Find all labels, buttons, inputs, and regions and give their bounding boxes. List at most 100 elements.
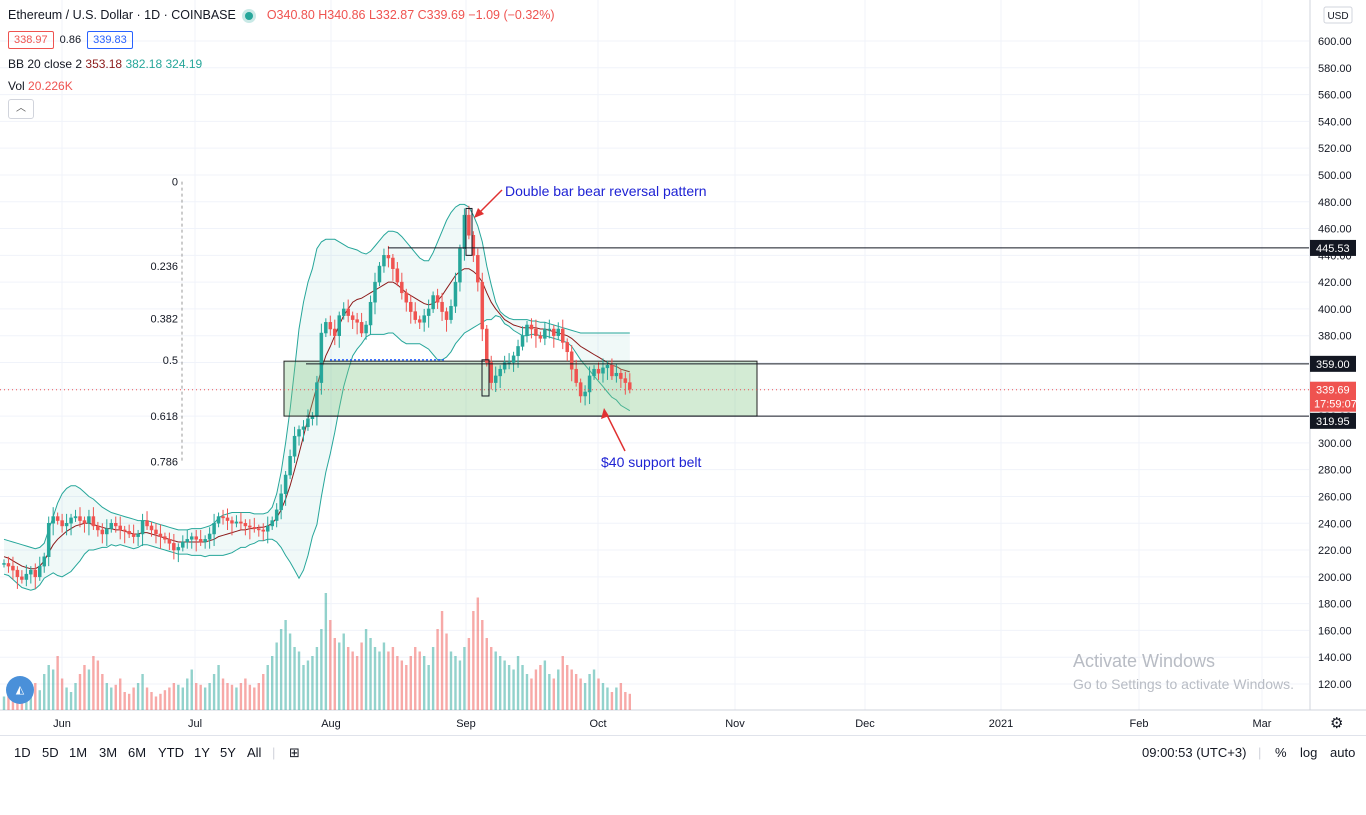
candle-body — [105, 528, 109, 535]
volume-bar — [481, 620, 484, 710]
volume-bar — [574, 674, 578, 710]
candle-body — [55, 516, 60, 521]
volume-bar — [7, 693, 10, 710]
spread-value: 0.86 — [59, 34, 82, 46]
currency-badge — [1323, 6, 1353, 24]
candle-body — [404, 292, 409, 303]
volume-bar — [51, 669, 55, 710]
annotation-arrowhead-reversal — [474, 208, 484, 218]
candle-body — [203, 539, 207, 543]
volume-bar — [257, 683, 260, 710]
bottom-toolbar: 1D 5D 1M 3M 6M YTD 1Y 5Y All | ⊞ 09:00:5… — [0, 735, 1366, 770]
volume-bar — [512, 669, 515, 710]
price-tick-label: 400.00 — [1318, 304, 1352, 316]
price-tick-label: 220.00 — [1318, 545, 1352, 557]
candle-body — [324, 322, 328, 334]
candle-body — [511, 355, 516, 363]
volume-bar — [248, 684, 252, 710]
candle-body — [426, 308, 431, 316]
candle-body — [583, 391, 587, 397]
volume-bar — [123, 692, 126, 710]
candle-body — [516, 346, 520, 357]
candle-body — [15, 569, 20, 578]
price-tick-label: 580.00 — [1318, 63, 1352, 75]
bb-upper-value: 382.18 — [125, 57, 163, 71]
market-status-icon — [245, 11, 254, 20]
watermark-title: Activate Windows — [1073, 651, 1216, 671]
candle-body — [409, 301, 413, 312]
candle-body — [163, 536, 167, 540]
candle-body — [610, 364, 614, 377]
range-6m[interactable]: 6M — [128, 745, 147, 760]
volume-bar — [217, 665, 220, 710]
volume-bar — [163, 690, 167, 710]
candle-body — [29, 569, 33, 575]
candle-body — [377, 265, 382, 283]
volume-bar — [342, 633, 345, 710]
range-1y[interactable]: 1Y — [194, 745, 210, 760]
candle-body — [462, 214, 467, 249]
volume-bar — [244, 678, 247, 710]
symbol-title[interactable]: Ethereum / U.S. Dollar · 1D · COINBASE — [8, 8, 236, 22]
percent-toggle[interactable]: % — [1275, 745, 1287, 760]
candle-body — [64, 523, 69, 527]
range-5d[interactable]: 5D — [42, 745, 59, 760]
range-5y[interactable]: 5Y — [220, 745, 236, 760]
clock-readout[interactable]: 09:00:53 (UTC+3) — [1142, 745, 1247, 760]
tradingview-logo-icon[interactable]: ◭ — [6, 676, 34, 704]
price-tick-label: 160.00 — [1318, 625, 1352, 637]
volume-bar — [239, 683, 243, 710]
annotation-support-belt: $40 support belt — [601, 454, 702, 470]
date-range-icon[interactable]: ⊞ — [289, 745, 300, 760]
auto-toggle[interactable]: auto — [1330, 745, 1356, 760]
candle-body — [279, 493, 283, 511]
candle-body — [230, 520, 234, 524]
candle-body — [315, 382, 319, 417]
candle-body — [453, 281, 458, 307]
bb-upper-line — [3, 203, 630, 550]
volume-bar — [78, 674, 82, 710]
volume-bar — [391, 647, 395, 710]
candle-body — [547, 328, 552, 331]
time-tick-label: Jun — [53, 718, 71, 730]
volume-bar — [507, 665, 511, 710]
range-all[interactable]: All — [247, 745, 262, 760]
bb-legend[interactable]: BB 20 close 2 353.18 382.18 324.19 — [8, 57, 202, 71]
volume-bar — [34, 683, 37, 710]
time-tick-label: Sep — [456, 718, 476, 730]
volume-bar — [485, 638, 488, 710]
vol-label: Vol — [8, 79, 25, 93]
volume-bar — [579, 678, 582, 710]
volume-bar — [530, 678, 533, 710]
candle-body — [131, 533, 136, 537]
volume-bar — [311, 656, 314, 710]
range-ytd[interactable]: YTD — [158, 745, 184, 760]
range-1m[interactable]: 1M — [69, 745, 88, 760]
volume-bar — [230, 684, 234, 710]
candle-body — [333, 328, 337, 336]
highlight-candle-box — [481, 359, 490, 397]
candle-body — [431, 295, 435, 310]
volume-legend[interactable]: Vol 20.226K — [8, 79, 73, 93]
candle-body — [341, 308, 346, 316]
candle-body — [337, 315, 341, 336]
price-tick-label: 260.00 — [1318, 491, 1352, 503]
candle-body — [248, 525, 252, 528]
volume-bar — [110, 687, 113, 710]
range-1d[interactable]: 1D — [14, 745, 31, 760]
candle-body — [194, 536, 198, 540]
log-toggle[interactable]: log — [1300, 745, 1318, 760]
volume-bar — [56, 656, 59, 710]
sell-button[interactable]: 338.97 — [8, 31, 54, 49]
candle-body — [565, 342, 569, 353]
price-tick-label: 460.00 — [1318, 224, 1352, 236]
candle-body — [261, 529, 266, 532]
collapse-legend-button[interactable]: ︿ — [8, 99, 34, 119]
buy-button[interactable]: 339.83 — [87, 31, 133, 49]
volume-bar — [628, 693, 631, 710]
candle-body — [265, 525, 270, 532]
range-3m[interactable]: 3M — [99, 745, 118, 760]
gear-icon[interactable]: ⚙ — [1330, 715, 1344, 732]
candle-body — [435, 295, 440, 303]
